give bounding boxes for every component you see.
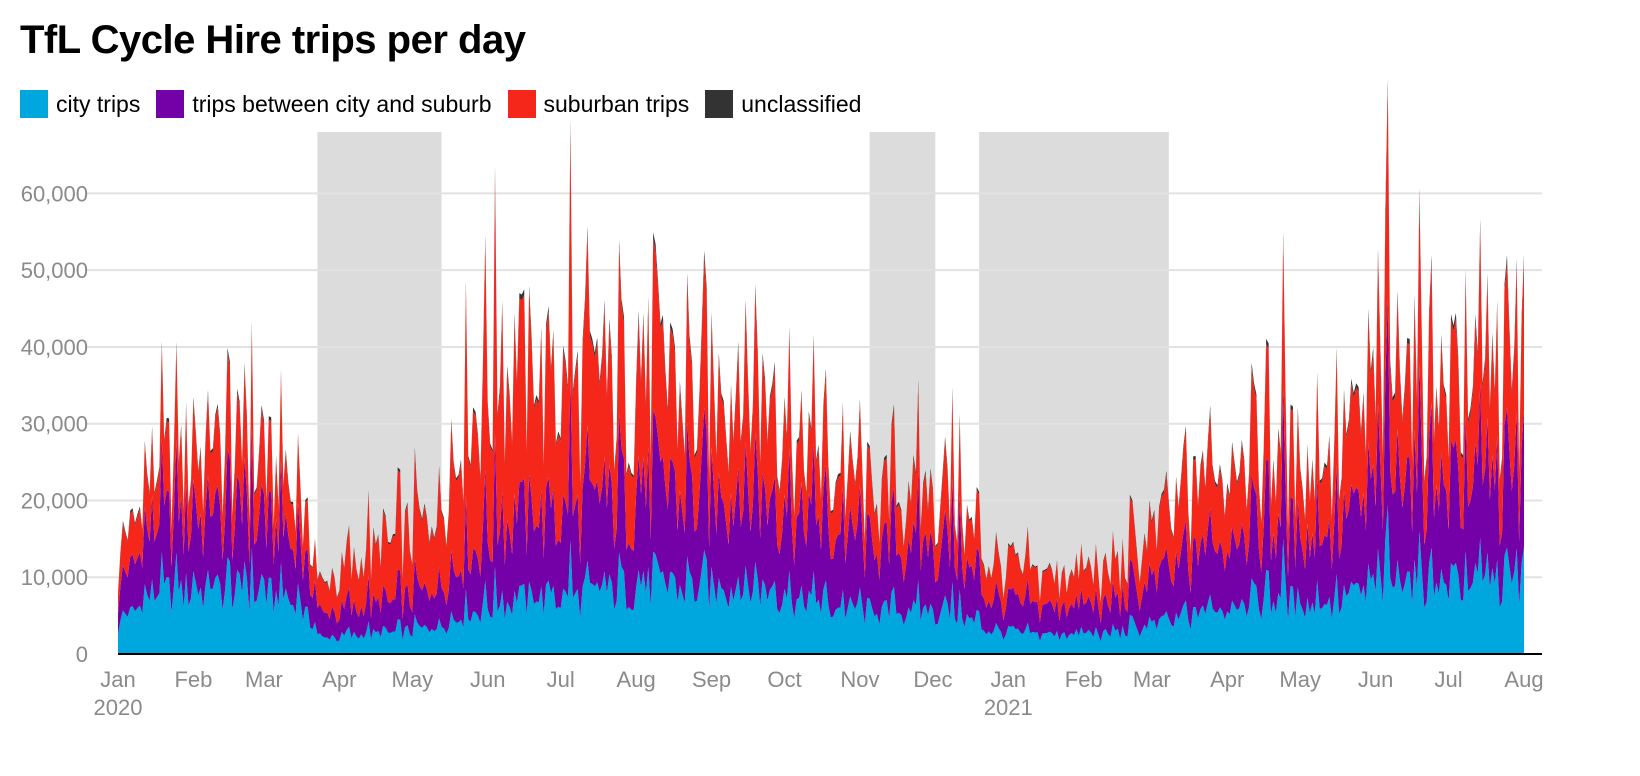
x-tick-label-18: Jul	[1435, 667, 1463, 692]
y-tick-label-1: 10,000	[21, 565, 88, 590]
x-tick-label-16: May	[1279, 667, 1321, 692]
x-tick-label-2: Mar	[245, 667, 283, 692]
area-unclassified	[118, 79, 1524, 604]
x-tick-label-15: Apr	[1210, 667, 1244, 692]
x-tick-label-5: Jun	[470, 667, 505, 692]
chart-title: TfL Cycle Hire trips per day	[20, 18, 526, 62]
x-tick-label-11: Dec	[913, 667, 952, 692]
x-tick-label-17: Jun	[1358, 667, 1393, 692]
legend-label-suburban-trips: suburban trips	[543, 90, 690, 117]
legend-item-city-trips: city trips	[20, 90, 140, 118]
legend-swatch-suburban-trips	[507, 90, 536, 118]
area-city-trips	[118, 504, 1524, 654]
y-tick-label-4: 40,000	[21, 335, 88, 360]
y-tick-label-5: 50,000	[21, 258, 88, 283]
y-tick-label-2: 20,000	[21, 488, 88, 513]
x-tick-label-1: Feb	[174, 667, 212, 692]
legend-item-suburban-trips: suburban trips	[507, 90, 690, 118]
y-tick-label-3: 30,000	[21, 412, 88, 437]
area-trips-between-city-and-suburb	[118, 298, 1524, 642]
x-tick-year-12: 2021	[984, 695, 1033, 720]
chart-legend: city trips trips between city and suburb…	[20, 90, 877, 118]
x-tick-label-6: Jul	[547, 667, 575, 692]
y-tick-label-0: 0	[76, 642, 88, 667]
legend-swatch-city-suburb-trips	[156, 90, 185, 118]
x-tick-label-3: Apr	[322, 667, 356, 692]
axes: 0 10,000 20,000 30,000 40,000 50,000 60,000 Jan…	[21, 181, 1544, 720]
legend-label-unclassified: unclassified	[741, 90, 862, 117]
y-tick-label-6: 60,000	[21, 181, 88, 206]
x-tick-label-9: Oct	[767, 667, 801, 692]
x-tick-label-12: Jan	[991, 667, 1026, 692]
area-suburban-trips	[118, 89, 1524, 624]
area-series	[118, 79, 1524, 654]
x-tick-label-0: Jan	[100, 667, 135, 692]
x-tick-label-13: Feb	[1065, 667, 1103, 692]
legend-item-city-suburb-trips: trips between city and suburb	[156, 90, 492, 118]
x-tick-label-19: Aug	[1504, 667, 1543, 692]
legend-label-city-suburb-trips: trips between city and suburb	[192, 90, 492, 117]
legend-swatch-unclassified	[705, 90, 734, 118]
x-tick-label-4: May	[392, 667, 434, 692]
legend-swatch-city-trips	[20, 90, 48, 118]
x-tick-label-14: Mar	[1133, 667, 1171, 692]
x-tick-label-7: Aug	[617, 667, 656, 692]
legend-item-unclassified: unclassified	[705, 90, 861, 118]
legend-label-city-trips: city trips	[56, 90, 141, 117]
x-tick-label-8: Sep	[692, 667, 731, 692]
x-tick-year-0: 2020	[94, 695, 143, 720]
x-tick-label-10: Nov	[840, 667, 879, 692]
